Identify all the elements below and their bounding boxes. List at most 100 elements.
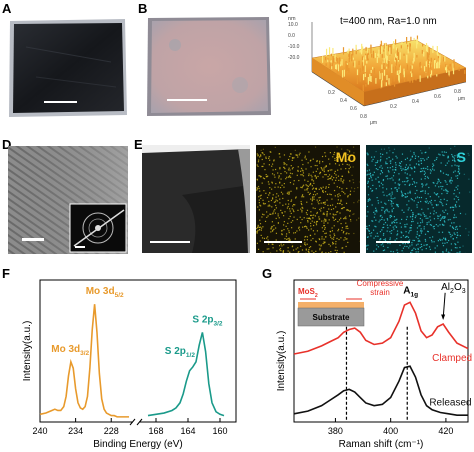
eds-dot: [427, 177, 430, 179]
eds-dot: [379, 239, 381, 241]
eds-dot: [326, 193, 329, 195]
eds-dot: [445, 164, 447, 166]
eds-dot: [310, 222, 312, 224]
eds-dot: [333, 225, 335, 227]
scale-bar: [150, 241, 190, 243]
eds-dot: [450, 179, 452, 181]
eds-dot: [374, 213, 376, 215]
eds-dot: [380, 244, 382, 246]
eds-dot: [353, 187, 356, 190]
eds-dot: [341, 148, 343, 150]
eds-dot: [313, 214, 315, 216]
eds-dot: [290, 176, 292, 178]
eds-dot: [389, 237, 391, 239]
eds-dot: [375, 150, 377, 153]
eds-dot: [310, 174, 312, 176]
eds-dot: [438, 178, 440, 181]
eds-dot: [262, 152, 264, 154]
eds-dot: [448, 232, 451, 234]
eds-dot: [318, 197, 320, 199]
eds-dot: [349, 166, 352, 168]
eds-dot: [402, 247, 405, 249]
eds-dot: [468, 231, 470, 233]
eds-dot: [443, 189, 445, 191]
eds-dot: [381, 167, 383, 169]
eds-dot: [260, 149, 262, 151]
eds-dot: [345, 218, 347, 220]
eds-dot: [427, 168, 429, 170]
eds-dot: [284, 238, 286, 240]
afm-annotation: t=400 nm, Ra=1.0 nm: [340, 16, 437, 27]
eds-dot: [302, 185, 304, 187]
eds-dot: [343, 179, 345, 181]
eds-dot: [410, 198, 412, 200]
eds-dot: [371, 190, 373, 192]
eds-dot: [404, 180, 406, 183]
eds-dot: [258, 229, 261, 231]
eds-dot: [383, 194, 385, 196]
eds-dot: [423, 228, 425, 230]
eds-dot: [415, 215, 417, 217]
eds-dot: [295, 248, 297, 250]
eds-dot: [419, 240, 421, 242]
eds-dot: [341, 229, 343, 231]
eds-dot: [421, 230, 423, 232]
eds-dot: [293, 216, 295, 218]
eds-dot: [340, 207, 343, 210]
eds-dot: [277, 172, 279, 174]
eds-dot: [334, 163, 337, 165]
eds-dot: [420, 200, 422, 203]
eds-dot: [444, 238, 446, 240]
eds-dot: [267, 205, 269, 207]
eds-dot: [393, 221, 395, 223]
eds-dot: [279, 249, 281, 251]
eds-dot: [347, 170, 350, 172]
eds-dot: [256, 242, 258, 244]
eds-dot: [443, 151, 445, 153]
eds-dot: [299, 170, 302, 172]
eds-dot: [389, 160, 391, 162]
eds-dot: [451, 222, 453, 224]
eds-dot: [272, 243, 274, 246]
eds-dot: [390, 232, 392, 235]
eds-dot: [420, 230, 422, 232]
eds-dot: [333, 214, 335, 216]
eds-dot: [454, 243, 456, 245]
eds-dot: [448, 231, 450, 233]
eds-dot: [440, 182, 442, 184]
eds-dot: [380, 201, 382, 203]
eds-dot: [433, 218, 436, 220]
eds-dot: [440, 170, 442, 173]
eds-dot: [279, 181, 281, 183]
eds-dot: [272, 169, 274, 171]
y-tick-2: 0.6: [434, 94, 441, 100]
z-tick-3: -20.0: [288, 55, 300, 61]
eds-dot: [263, 190, 265, 192]
eds-dot: [451, 153, 453, 156]
eds-dot: [383, 249, 386, 251]
eds-dot: [403, 211, 405, 213]
eds-dot: [348, 167, 350, 170]
eds-dot: [301, 206, 303, 209]
eds-dot: [409, 216, 412, 218]
eds-dot: [400, 226, 402, 228]
eds-dot: [411, 168, 413, 170]
eds-dot: [302, 170, 304, 172]
eds-dot: [423, 215, 426, 217]
eds-dot: [375, 188, 377, 190]
g-peak-label-a1g: A1g: [403, 286, 418, 299]
eds-dot: [339, 212, 341, 214]
eds-dot: [393, 228, 395, 230]
eds-dot: [268, 194, 270, 196]
eds-dot: [368, 169, 371, 171]
eds-dot: [276, 193, 278, 195]
eds-dot: [372, 184, 374, 187]
eds-dot: [386, 195, 388, 197]
eds-dot: [421, 208, 423, 210]
eds-dot: [442, 251, 444, 253]
eds-dot: [303, 217, 305, 219]
eds-dot: [338, 179, 340, 181]
eds-dot: [336, 146, 338, 148]
eds-dot: [382, 207, 384, 209]
